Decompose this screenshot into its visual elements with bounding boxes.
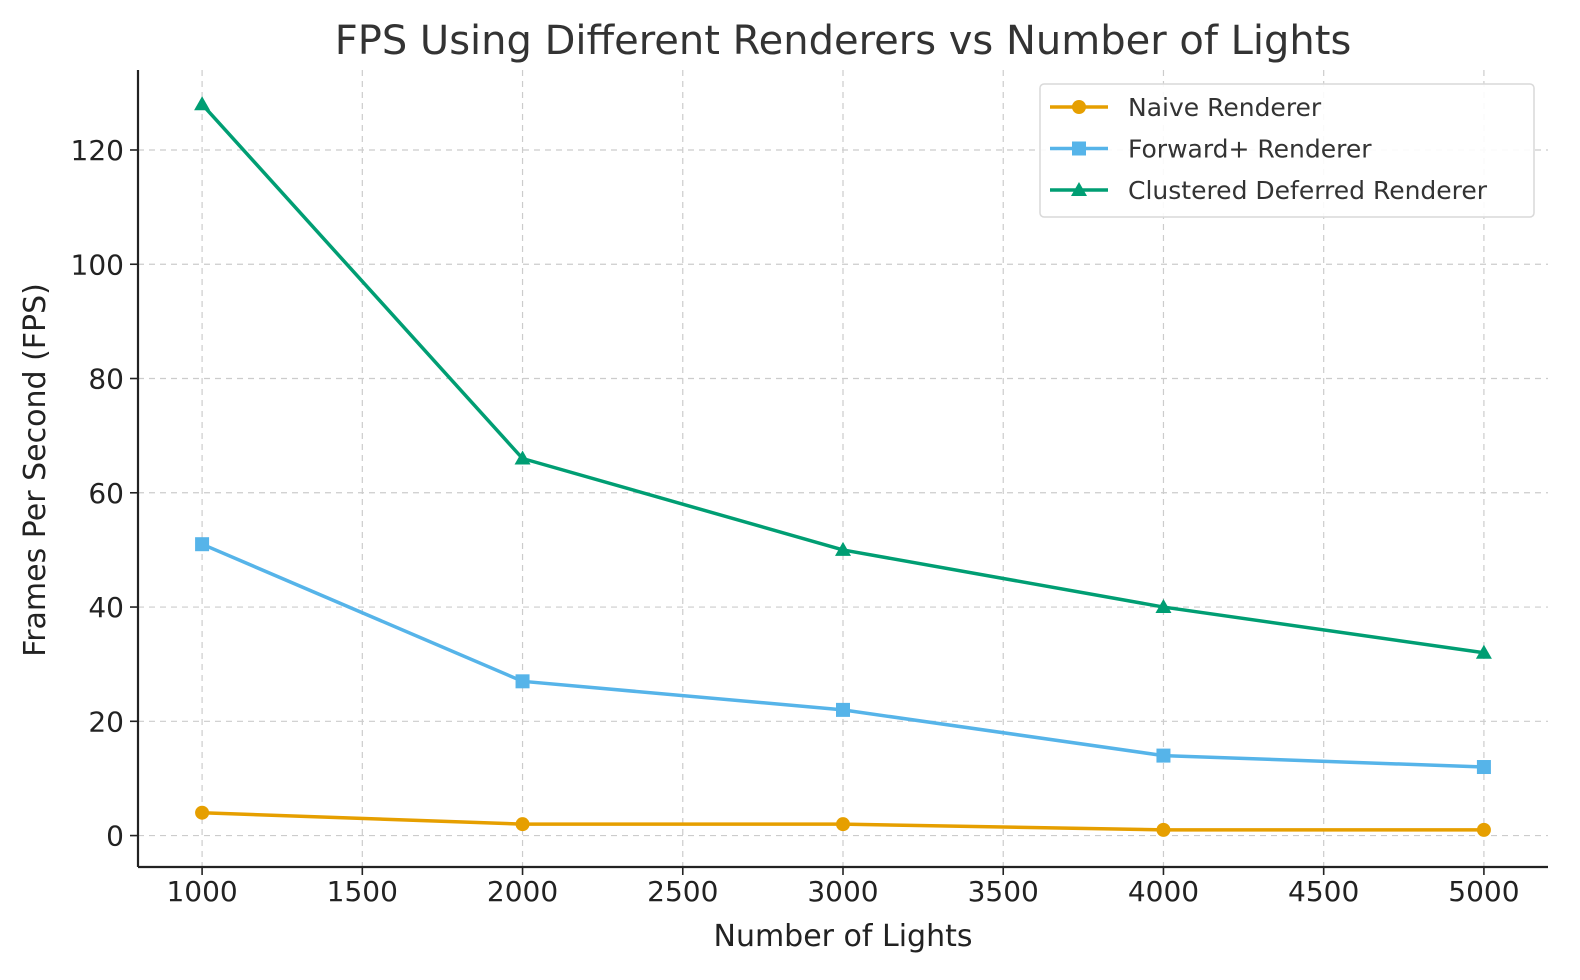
x-tick-label: 5000 xyxy=(1448,875,1519,908)
x-tick-label: 4500 xyxy=(1288,875,1359,908)
legend-item: Clustered Deferred Renderer xyxy=(1050,176,1488,205)
data-point-marker xyxy=(1476,760,1491,775)
data-point-marker xyxy=(836,817,850,832)
y-tick-label: 120 xyxy=(71,134,124,167)
legend: Naive Renderer Forward+ Renderer Clustered… xyxy=(1039,83,1535,218)
legend-item: Forward+ Renderer xyxy=(1050,135,1372,164)
y-tick-label: 60 xyxy=(88,477,124,510)
data-point-marker xyxy=(1475,644,1492,659)
series-group xyxy=(194,96,1492,837)
x-axis-label: Number of Lights xyxy=(714,919,973,954)
data-point-marker xyxy=(515,674,530,689)
y-axis-label: Frames Per Second (FPS) xyxy=(18,283,53,657)
x-tick-label: 2500 xyxy=(647,875,718,908)
legend-item: Naive Renderer xyxy=(1050,93,1322,122)
data-point-marker xyxy=(514,450,531,465)
y-tick-label: 20 xyxy=(88,705,124,738)
y-axis-ticks: 0 20 40 60 80 100 120 xyxy=(71,134,138,853)
y-tick-label: 100 xyxy=(71,248,124,281)
chart-title: FPS Using Different Renderers vs Number … xyxy=(335,18,1352,64)
legend-marker xyxy=(1072,100,1086,114)
x-tick-label: 1500 xyxy=(327,875,398,908)
series-1 xyxy=(195,537,1491,775)
x-tick-label: 3000 xyxy=(807,875,878,908)
legend-box xyxy=(1039,83,1535,218)
data-point-marker xyxy=(1156,748,1171,763)
data-point-marker xyxy=(1156,822,1171,837)
data-point-marker xyxy=(194,96,211,111)
y-tick-label: 40 xyxy=(88,591,124,624)
series-2 xyxy=(194,96,1492,659)
data-point-marker xyxy=(515,817,530,832)
data-point-marker xyxy=(195,805,210,820)
legend-marker xyxy=(1072,141,1086,156)
x-tick-label: 4000 xyxy=(1128,875,1199,908)
legend-marker xyxy=(1071,182,1087,196)
data-point-marker xyxy=(195,537,210,552)
series-0 xyxy=(195,805,1491,837)
data-point-marker xyxy=(835,541,851,556)
legend-label: Clustered Deferred Renderer xyxy=(1128,176,1488,205)
y-tick-label: 0 xyxy=(106,820,124,853)
legend-label: Naive Renderer xyxy=(1128,93,1322,122)
data-point-marker xyxy=(1155,599,1172,614)
y-tick-label: 80 xyxy=(88,363,124,396)
x-tick-label: 1000 xyxy=(166,875,237,908)
x-tick-label: 2000 xyxy=(487,875,558,908)
x-axis-ticks: 1000 1500 2000 2500 3000 3500 4000 4500 5000 xyxy=(166,867,1520,908)
data-point-marker xyxy=(836,702,850,717)
data-point-marker xyxy=(1476,822,1491,837)
legend-label: Forward+ Renderer xyxy=(1128,135,1372,164)
x-tick-label: 3500 xyxy=(968,875,1039,908)
grid xyxy=(138,70,1548,867)
